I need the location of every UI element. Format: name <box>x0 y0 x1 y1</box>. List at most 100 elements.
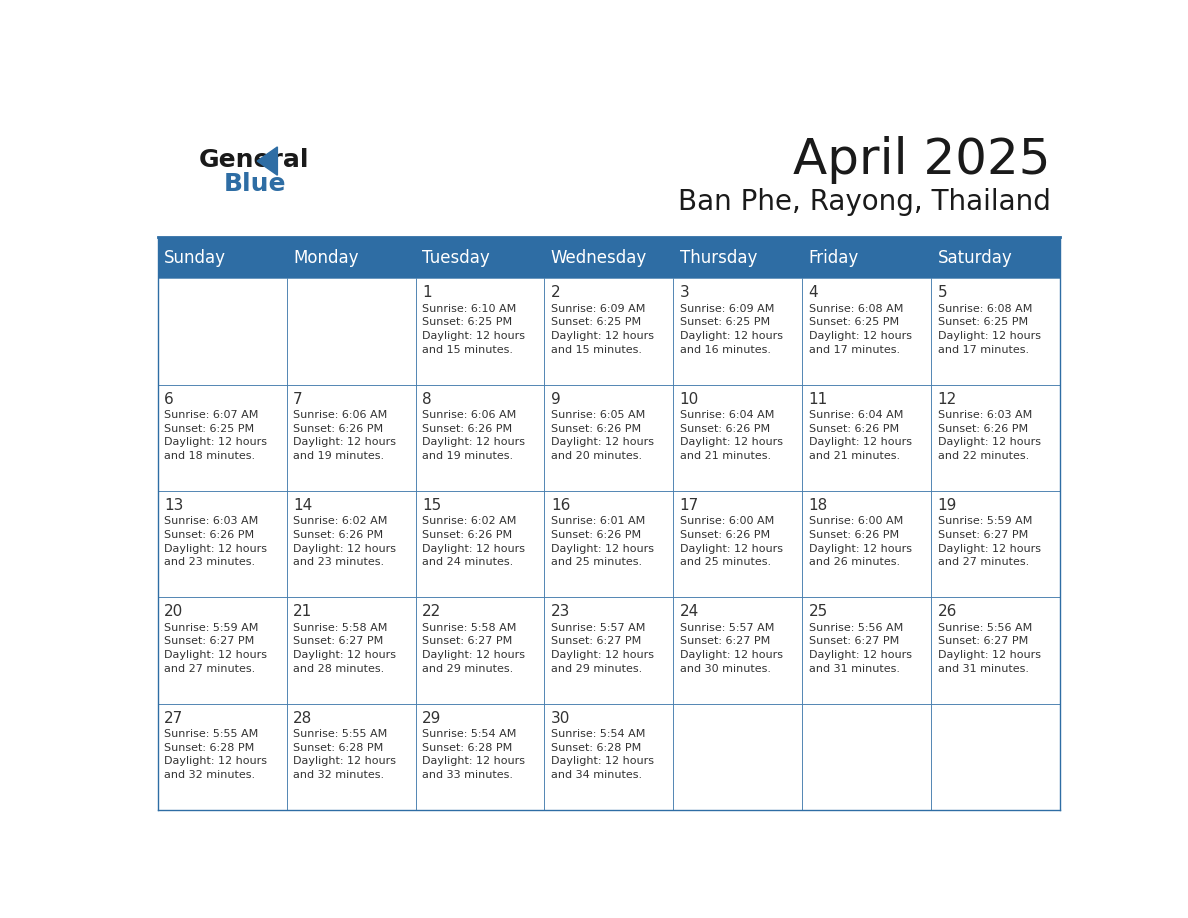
Text: 19: 19 <box>937 498 956 513</box>
Text: 16: 16 <box>551 498 570 513</box>
Text: Sunrise: 6:09 AM
Sunset: 6:25 PM
Daylight: 12 hours
and 16 minutes.: Sunrise: 6:09 AM Sunset: 6:25 PM Dayligh… <box>680 304 783 354</box>
Text: 23: 23 <box>551 604 570 620</box>
Bar <box>674 278 802 385</box>
Text: April 2025: April 2025 <box>794 136 1051 184</box>
Bar <box>544 491 674 598</box>
Text: Thursday: Thursday <box>680 249 757 267</box>
Text: Sunrise: 6:05 AM
Sunset: 6:26 PM
Daylight: 12 hours
and 20 minutes.: Sunrise: 6:05 AM Sunset: 6:26 PM Dayligh… <box>551 410 653 461</box>
Text: 22: 22 <box>422 604 441 620</box>
Bar <box>674 598 802 703</box>
Bar <box>158 278 286 385</box>
Text: 5: 5 <box>937 285 947 300</box>
Text: Blue: Blue <box>225 173 286 196</box>
Text: Ban Phe, Rayong, Thailand: Ban Phe, Rayong, Thailand <box>678 188 1051 216</box>
Text: Sunrise: 6:06 AM
Sunset: 6:26 PM
Daylight: 12 hours
and 19 minutes.: Sunrise: 6:06 AM Sunset: 6:26 PM Dayligh… <box>422 410 525 461</box>
Text: 7: 7 <box>293 392 303 407</box>
Bar <box>674 491 802 598</box>
Text: 28: 28 <box>293 711 312 726</box>
Bar <box>416 598 544 703</box>
Bar <box>674 238 802 278</box>
Text: 30: 30 <box>551 711 570 726</box>
Text: Saturday: Saturday <box>937 249 1012 267</box>
Bar <box>286 598 416 703</box>
Polygon shape <box>257 147 278 175</box>
Text: 1: 1 <box>422 285 431 300</box>
Bar <box>286 703 416 810</box>
Text: 25: 25 <box>809 604 828 620</box>
Text: 13: 13 <box>164 498 183 513</box>
Text: Sunrise: 6:09 AM
Sunset: 6:25 PM
Daylight: 12 hours
and 15 minutes.: Sunrise: 6:09 AM Sunset: 6:25 PM Dayligh… <box>551 304 653 354</box>
Bar <box>286 491 416 598</box>
Text: 4: 4 <box>809 285 819 300</box>
Text: 10: 10 <box>680 392 699 407</box>
Bar <box>158 491 286 598</box>
Text: Sunrise: 6:04 AM
Sunset: 6:26 PM
Daylight: 12 hours
and 21 minutes.: Sunrise: 6:04 AM Sunset: 6:26 PM Dayligh… <box>680 410 783 461</box>
Text: 24: 24 <box>680 604 699 620</box>
Bar <box>931 238 1060 278</box>
Bar <box>544 238 674 278</box>
Bar <box>931 703 1060 810</box>
Bar <box>158 598 286 703</box>
Text: Sunrise: 5:54 AM
Sunset: 6:28 PM
Daylight: 12 hours
and 34 minutes.: Sunrise: 5:54 AM Sunset: 6:28 PM Dayligh… <box>551 729 653 780</box>
Bar <box>544 278 674 385</box>
Bar <box>931 491 1060 598</box>
Bar <box>416 278 544 385</box>
Text: 8: 8 <box>422 392 431 407</box>
Text: 14: 14 <box>293 498 312 513</box>
Text: 29: 29 <box>422 711 441 726</box>
Text: 21: 21 <box>293 604 312 620</box>
Bar <box>931 598 1060 703</box>
Text: Sunrise: 5:58 AM
Sunset: 6:27 PM
Daylight: 12 hours
and 28 minutes.: Sunrise: 5:58 AM Sunset: 6:27 PM Dayligh… <box>293 622 396 674</box>
Bar <box>286 238 416 278</box>
Bar <box>286 385 416 491</box>
Text: Sunrise: 5:59 AM
Sunset: 6:27 PM
Daylight: 12 hours
and 27 minutes.: Sunrise: 5:59 AM Sunset: 6:27 PM Dayligh… <box>937 517 1041 567</box>
Text: Sunrise: 5:59 AM
Sunset: 6:27 PM
Daylight: 12 hours
and 27 minutes.: Sunrise: 5:59 AM Sunset: 6:27 PM Dayligh… <box>164 622 267 674</box>
Text: 9: 9 <box>551 392 561 407</box>
Text: Sunrise: 5:55 AM
Sunset: 6:28 PM
Daylight: 12 hours
and 32 minutes.: Sunrise: 5:55 AM Sunset: 6:28 PM Dayligh… <box>164 729 267 780</box>
Text: Sunrise: 5:55 AM
Sunset: 6:28 PM
Daylight: 12 hours
and 32 minutes.: Sunrise: 5:55 AM Sunset: 6:28 PM Dayligh… <box>293 729 396 780</box>
Text: Sunrise: 5:57 AM
Sunset: 6:27 PM
Daylight: 12 hours
and 30 minutes.: Sunrise: 5:57 AM Sunset: 6:27 PM Dayligh… <box>680 622 783 674</box>
Bar <box>286 278 416 385</box>
Bar <box>802 703 931 810</box>
Text: Sunrise: 6:03 AM
Sunset: 6:26 PM
Daylight: 12 hours
and 23 minutes.: Sunrise: 6:03 AM Sunset: 6:26 PM Dayligh… <box>164 517 267 567</box>
Text: 20: 20 <box>164 604 183 620</box>
Text: Sunrise: 6:04 AM
Sunset: 6:26 PM
Daylight: 12 hours
and 21 minutes.: Sunrise: 6:04 AM Sunset: 6:26 PM Dayligh… <box>809 410 911 461</box>
Text: Sunrise: 6:06 AM
Sunset: 6:26 PM
Daylight: 12 hours
and 19 minutes.: Sunrise: 6:06 AM Sunset: 6:26 PM Dayligh… <box>293 410 396 461</box>
Text: Sunrise: 6:01 AM
Sunset: 6:26 PM
Daylight: 12 hours
and 25 minutes.: Sunrise: 6:01 AM Sunset: 6:26 PM Dayligh… <box>551 517 653 567</box>
Text: Sunrise: 5:57 AM
Sunset: 6:27 PM
Daylight: 12 hours
and 29 minutes.: Sunrise: 5:57 AM Sunset: 6:27 PM Dayligh… <box>551 622 653 674</box>
Bar <box>158 385 286 491</box>
Text: Sunrise: 6:07 AM
Sunset: 6:25 PM
Daylight: 12 hours
and 18 minutes.: Sunrise: 6:07 AM Sunset: 6:25 PM Dayligh… <box>164 410 267 461</box>
Text: Sunrise: 5:58 AM
Sunset: 6:27 PM
Daylight: 12 hours
and 29 minutes.: Sunrise: 5:58 AM Sunset: 6:27 PM Dayligh… <box>422 622 525 674</box>
Text: Sunrise: 6:02 AM
Sunset: 6:26 PM
Daylight: 12 hours
and 24 minutes.: Sunrise: 6:02 AM Sunset: 6:26 PM Dayligh… <box>422 517 525 567</box>
Text: 12: 12 <box>937 392 956 407</box>
Text: Sunrise: 6:08 AM
Sunset: 6:25 PM
Daylight: 12 hours
and 17 minutes.: Sunrise: 6:08 AM Sunset: 6:25 PM Dayligh… <box>937 304 1041 354</box>
Text: Sunrise: 5:54 AM
Sunset: 6:28 PM
Daylight: 12 hours
and 33 minutes.: Sunrise: 5:54 AM Sunset: 6:28 PM Dayligh… <box>422 729 525 780</box>
Bar <box>674 703 802 810</box>
Bar <box>158 238 286 278</box>
Bar <box>416 491 544 598</box>
Text: Friday: Friday <box>809 249 859 267</box>
Text: Sunrise: 6:08 AM
Sunset: 6:25 PM
Daylight: 12 hours
and 17 minutes.: Sunrise: 6:08 AM Sunset: 6:25 PM Dayligh… <box>809 304 911 354</box>
Bar <box>158 703 286 810</box>
Bar <box>416 385 544 491</box>
Bar <box>802 385 931 491</box>
Bar <box>931 278 1060 385</box>
Bar <box>802 598 931 703</box>
Text: 15: 15 <box>422 498 441 513</box>
Text: 2: 2 <box>551 285 561 300</box>
Bar <box>802 491 931 598</box>
Text: 18: 18 <box>809 498 828 513</box>
Bar <box>416 238 544 278</box>
Text: 6: 6 <box>164 392 173 407</box>
Bar <box>674 385 802 491</box>
Bar <box>544 385 674 491</box>
Text: 26: 26 <box>937 604 956 620</box>
Text: Sunrise: 6:00 AM
Sunset: 6:26 PM
Daylight: 12 hours
and 26 minutes.: Sunrise: 6:00 AM Sunset: 6:26 PM Dayligh… <box>809 517 911 567</box>
Text: 17: 17 <box>680 498 699 513</box>
Text: Sunrise: 6:03 AM
Sunset: 6:26 PM
Daylight: 12 hours
and 22 minutes.: Sunrise: 6:03 AM Sunset: 6:26 PM Dayligh… <box>937 410 1041 461</box>
Bar <box>802 238 931 278</box>
Text: Sunrise: 5:56 AM
Sunset: 6:27 PM
Daylight: 12 hours
and 31 minutes.: Sunrise: 5:56 AM Sunset: 6:27 PM Dayligh… <box>809 622 911 674</box>
Text: 27: 27 <box>164 711 183 726</box>
Bar <box>931 385 1060 491</box>
Text: Tuesday: Tuesday <box>422 249 489 267</box>
